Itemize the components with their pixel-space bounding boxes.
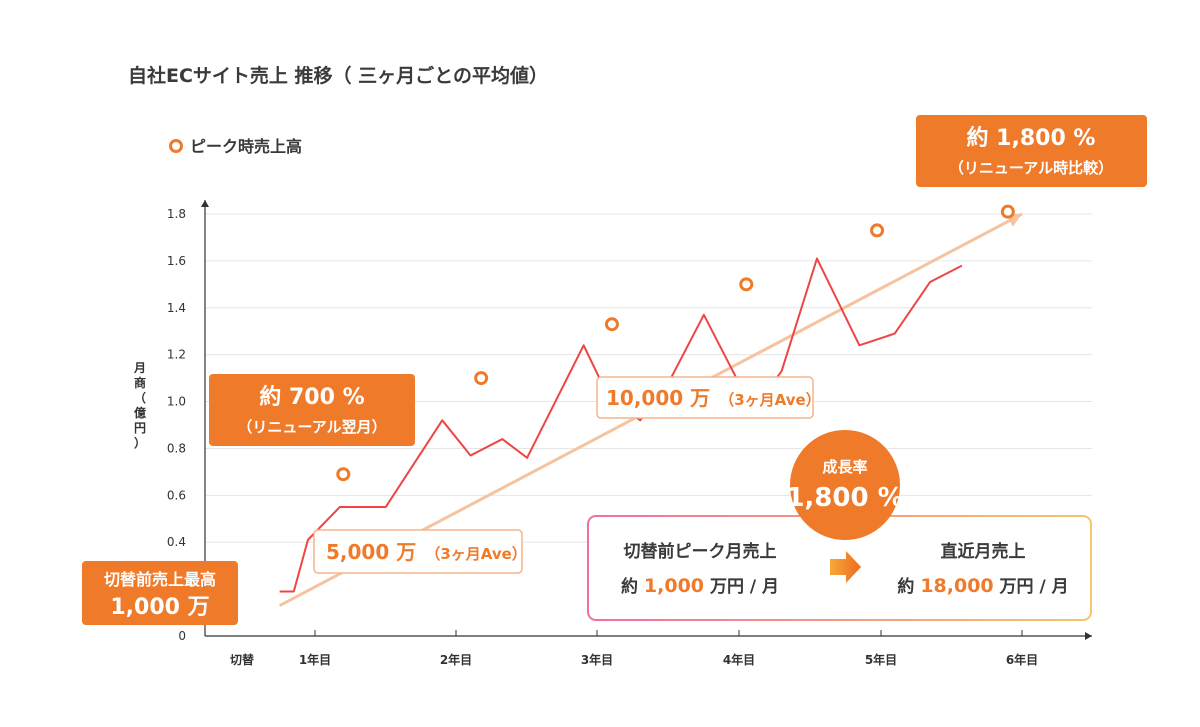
legend-marker-icon [169,139,183,153]
peak-point [1000,204,1015,219]
ave-5000-big: 5,000 万 [326,540,416,564]
y-axis-label-char: 円 [134,421,146,435]
right-arrow-icon [830,551,861,583]
peak-point [336,467,351,482]
x-tick-label: 6年目 [1006,652,1038,667]
legend-label: ピーク時売上高 [190,137,302,156]
y-ticks: 0 0.4 0.6 0.8 1.0 1.2 1.4 1.6 1.8 [167,207,186,643]
y-tick-label: 0 [178,629,186,643]
y-tick-label: 0.8 [167,441,186,455]
callout-1800-line1: 約 1,800 % [967,125,1096,151]
callout-700-line1: 約 700 % [259,384,364,410]
peak-points [336,204,1015,482]
y-tick-label: 1.0 [167,395,186,409]
callout-1800: 約 1,800 % （リニューアル時比較） [916,115,1147,187]
svg-text:10,000 万 （3ヶ月Ave）: 10,000 万 （3ヶ月Ave） [606,386,821,410]
callout-700: 約 700 % （リニューアル翌月） [209,374,415,446]
svg-text:5,000 万 （3ヶ月Ave）: 5,000 万 （3ヶ月Ave） [326,540,527,564]
chart-title: 自社ECサイト売上 推移（ 三ヶ月ごとの平均値） [128,64,548,87]
x-ticks: 切替 1年目 2年目 3年目 4年目 5年目 6年目 [230,630,1038,667]
growth-badge-label: 成長率 [822,458,867,476]
y-axis-label-char: 月 [133,361,146,375]
x-tick-label: 切替 [230,652,255,667]
y-tick-label: 0.6 [167,488,186,502]
growth-badge-value: 1,800 % [786,483,903,513]
ave-10000-label: 10,000 万 （3ヶ月Ave） [596,376,821,419]
y-tick-label: 1.2 [167,348,186,362]
callout-700-line2: （リニューアル翌月） [237,418,386,436]
x-tick-label: 4年目 [723,652,755,667]
x-axis-arrow-icon [1085,632,1092,640]
y-axis-label-char: 億 [134,405,146,420]
callout-start: 切替前売上最高 1,000 万 [82,561,238,625]
ave-5000-small: （3ヶ月Ave） [425,545,526,563]
y-axis-arrow-icon [201,200,209,207]
ave-10000-small: （3ヶ月Ave） [719,391,820,409]
comparison-left-title: 切替前ピーク月売上 [624,541,777,562]
x-tick-label: 5年目 [865,652,897,667]
callout-start-line1: 切替前売上最高 [104,570,216,589]
peak-point [474,371,489,386]
y-tick-label: 1.6 [167,254,186,268]
x-tick-label: 2年目 [440,652,472,667]
peak-point [739,277,754,292]
comparison-box: 切替前ピーク月売上 約 1,000 万円 / 月 直近月売上 約 18,000 … [587,515,1092,621]
callout-1800-line2: （リニューアル時比較） [949,159,1113,177]
peak-point [604,317,619,332]
comparison-left-value: 約 1,000 万円 / 月 [621,575,779,597]
y-axis-label: 月商（億円） [133,361,146,450]
y-tick-label: 1.8 [167,207,186,221]
y-axis-label-char: ） [134,435,146,450]
y-tick-label: 1.4 [167,301,186,315]
x-tick-label: 3年目 [581,652,613,667]
x-tick-label: 1年目 [299,652,331,667]
comparison-right-title: 直近月売上 [941,541,1026,562]
callout-start-line2: 1,000 万 [110,595,209,620]
comparison-right-value: 約 18,000 万円 / 月 [897,575,1068,597]
ave-10000-big: 10,000 万 [606,386,710,410]
growth-badge: 成長率 1,800 % [786,430,904,540]
y-tick-label: 0.4 [167,535,186,549]
y-axis-label-char: 商 [134,375,146,390]
ave-5000-label: 5,000 万 （3ヶ月Ave） [313,529,527,574]
y-axis-label-char: （ [134,390,146,405]
peak-point [870,223,885,238]
